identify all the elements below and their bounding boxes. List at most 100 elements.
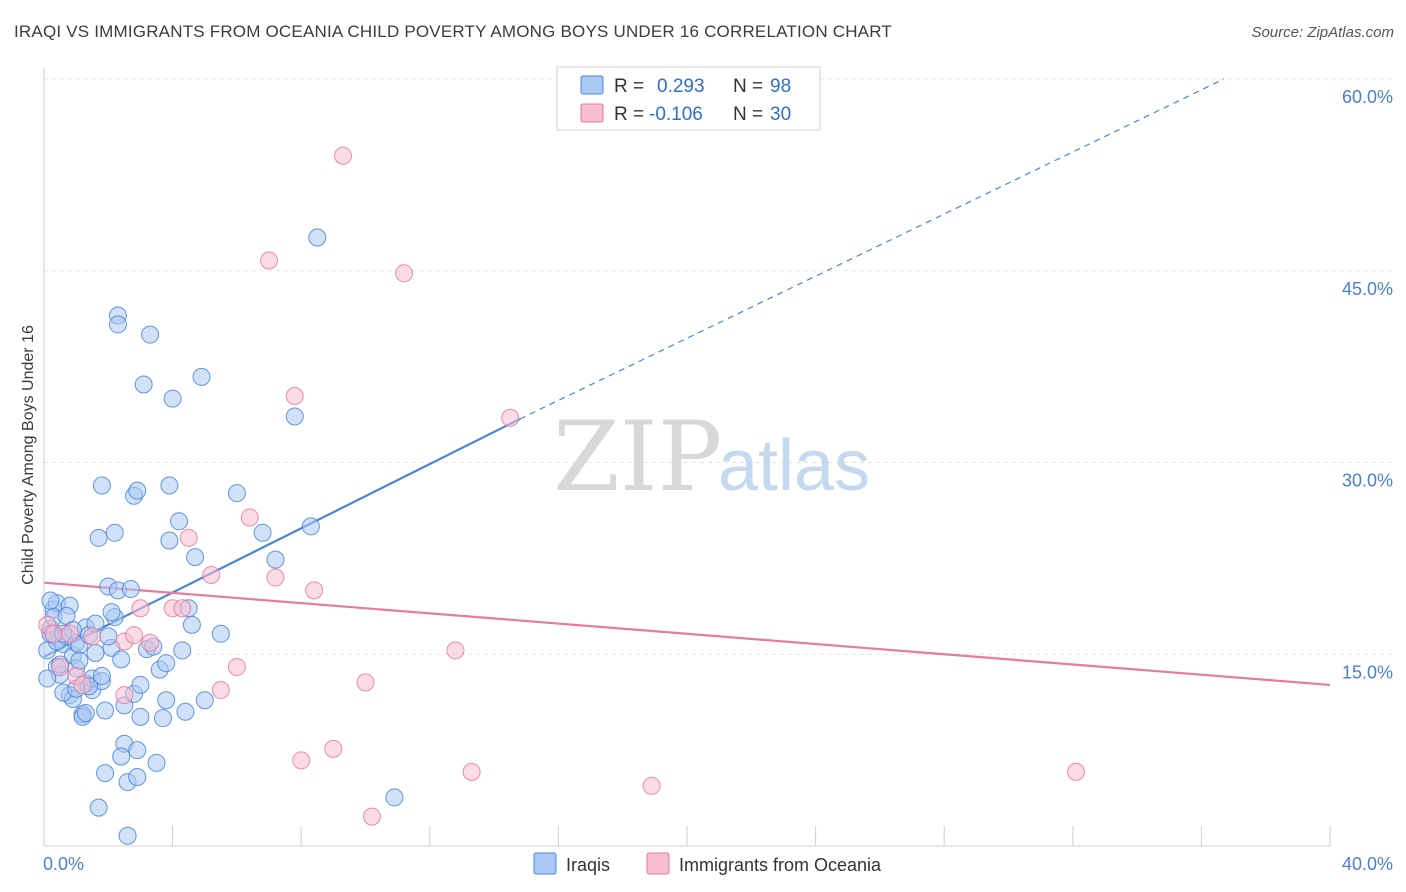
iraqis-point-46 — [131, 707, 150, 726]
oceania-point-28 — [395, 264, 414, 283]
iraqis-point-36 — [112, 650, 131, 669]
iraqis-point-56 — [160, 531, 179, 550]
iraqis-point-85 — [86, 643, 105, 662]
legend-n-value-oceania: 30 — [770, 104, 791, 125]
iraqis-point-93 — [76, 704, 95, 723]
iraqis-point-82 — [70, 651, 89, 670]
iraqis-point-69 — [266, 550, 285, 569]
bottom-legend-swatch-iraqis — [533, 852, 557, 875]
legend-r-value-oceania: -0.106 — [649, 104, 703, 125]
oceania-point-22 — [292, 751, 311, 770]
x-tick-label-end: 40.0% — [1342, 854, 1393, 874]
iraqis-point-66 — [211, 624, 230, 643]
iraqis-point-40 — [121, 580, 140, 599]
legend-r-label-iraqis: R = — [614, 76, 644, 97]
legend-r-value-iraqis: 0.293 — [657, 76, 705, 97]
legend-box: R = 0.293 N = 98 R = -0.106 N = 30 — [556, 66, 821, 131]
iraqis-point-55 — [160, 476, 179, 495]
iraqis-point-72 — [308, 228, 327, 247]
oceania-point-3 — [60, 624, 79, 643]
iraqis-point-24 — [89, 528, 108, 547]
oceania-point-14 — [179, 528, 198, 547]
iraqis-point-65 — [195, 691, 214, 710]
series-iraqis — [38, 228, 404, 845]
iraqis-point-27 — [96, 701, 115, 720]
oceania-point-16 — [211, 681, 230, 700]
legend-n-value-iraqis: 98 — [770, 76, 791, 97]
y-tick-label-30: 30.0% — [1342, 471, 1393, 491]
oceania-point-21 — [285, 387, 304, 406]
watermark-zip: ZIP — [553, 401, 722, 513]
iraqis-point-75 — [41, 591, 60, 610]
axes — [43, 68, 1331, 847]
oceania-point-2 — [51, 658, 70, 677]
oceania-point-9 — [125, 626, 144, 645]
oceania-point-7 — [115, 686, 134, 705]
iraqis-point-58 — [170, 512, 189, 531]
iraqis-point-43 — [128, 481, 147, 500]
x-tick-labels: 0.0% 40.0% — [43, 854, 1393, 874]
legend-swatch-iraqis — [580, 75, 604, 95]
iraqis-point-59 — [173, 641, 192, 660]
iraqis-point-45 — [128, 767, 147, 786]
trend-line-iraqis-extension — [519, 78, 1225, 420]
iraqis-point-62 — [182, 615, 201, 634]
iraqis-point-95 — [102, 603, 121, 622]
iraqis-point-32 — [105, 523, 124, 542]
oceania-point-18 — [240, 508, 259, 527]
chart-title: IRAQI VS IMMIGRANTS FROM OCEANIA CHILD P… — [14, 22, 892, 41]
iraqis-point-71 — [301, 517, 320, 536]
oceania-point-19 — [260, 251, 279, 270]
iraqis-point-44 — [128, 741, 147, 760]
iraqis-point-70 — [285, 407, 304, 426]
oceania-point-6 — [83, 627, 102, 646]
oceania-point-13 — [173, 599, 192, 618]
y-axis-label: Child Poverty Among Boys Under 16 — [20, 325, 37, 585]
iraqis-point-63 — [186, 548, 205, 567]
iraqis-point-57 — [163, 389, 182, 408]
oceania-point-29 — [446, 641, 465, 660]
y-tick-labels: 15.0% 30.0% 45.0% 60.0% — [1342, 87, 1393, 682]
iraqis-point-47 — [134, 375, 153, 394]
iraqis-point-88 — [112, 747, 131, 766]
iraqis-point-53 — [157, 654, 176, 673]
oceania-point-10 — [131, 599, 150, 618]
oceania-point-15 — [202, 565, 221, 584]
oceania-point-27 — [362, 807, 381, 826]
oceania-point-17 — [227, 658, 246, 677]
legend-n-label-oceania: N = — [733, 104, 763, 125]
bottom-legend-swatch-oceania — [646, 852, 670, 875]
oceania-point-20 — [266, 568, 285, 587]
oceania-point-32 — [642, 776, 661, 795]
oceania-point-26 — [356, 673, 375, 692]
iraqis-point-74 — [38, 669, 57, 688]
series-oceania — [38, 146, 1086, 826]
iraqis-point-87 — [99, 627, 118, 646]
oceania-point-5 — [73, 675, 92, 694]
iraqis-point-60 — [176, 702, 195, 721]
oceania-point-23 — [305, 581, 324, 600]
oceania-point-25 — [333, 146, 352, 165]
x-tick-label-start: 0.0% — [43, 854, 84, 874]
y-tick-label-60: 60.0% — [1342, 87, 1393, 107]
iraqis-point-49 — [141, 325, 160, 344]
legend-n-label-iraqis: N = — [733, 76, 763, 97]
iraqis-point-67 — [227, 484, 246, 503]
y-tick-label-45: 45.0% — [1342, 279, 1393, 299]
iraqis-point-89 — [118, 826, 137, 845]
bottom-legend-label-oceania: Immigrants from Oceania — [679, 855, 882, 875]
iraqis-point-86 — [89, 798, 108, 817]
iraqis-point-25 — [92, 476, 111, 495]
iraqis-point-54 — [157, 691, 176, 710]
iraqis-point-94 — [92, 666, 111, 685]
trend-line-oceania — [43, 581, 1331, 687]
legend-swatch-oceania — [580, 103, 604, 123]
iraqis-point-96 — [131, 675, 150, 694]
bottom-legend-label-iraqis: Iraqis — [566, 855, 610, 875]
iraqis-point-28 — [96, 764, 115, 783]
oceania-point-24 — [324, 739, 343, 758]
oceania-point-11 — [141, 633, 160, 652]
oceania-point-33 — [1067, 762, 1086, 781]
iraqis-point-35 — [108, 315, 127, 334]
